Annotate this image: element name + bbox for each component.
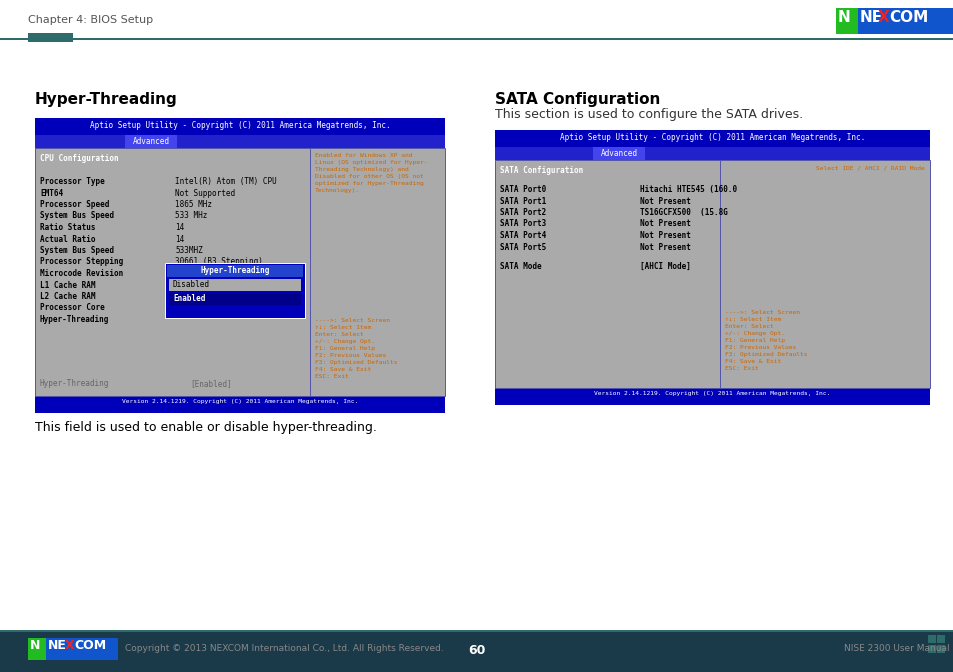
Bar [857,8,953,34]
Text: Not Present: Not Present [639,243,690,251]
Text: Aptio Setup Utility - Copyright (C) 2011 American Megatrends, Inc.: Aptio Setup Utility - Copyright (C) 2011… [559,133,864,142]
Bar [495,388,929,405]
Text: Microcode Revision: Microcode Revision [40,269,123,278]
Text: 30661 (B3 Stepping): 30661 (B3 Stepping) [174,257,263,267]
Text: Hyper-Threading: Hyper-Threading [35,92,177,107]
Text: EMT64: EMT64 [40,189,63,198]
Bar [835,8,857,34]
Text: Processor Type: Processor Type [40,177,105,186]
Text: L1 Cache RAM: L1 Cache RAM [40,280,95,290]
Text: CPU Configuration: CPU Configuration [40,154,118,163]
Text: Hyper-Threading: Hyper-Threading [200,266,270,275]
Text: ---->: Select Screen
↑↓: Select Item
Enter: Select
+/-: Change Opt.
F1: General : ---->: Select Screen ↑↓: Select Item Ent… [724,310,806,371]
Text: Disabled: Disabled [172,280,210,289]
Text: SATA Mode: SATA Mode [499,262,541,271]
Text: 533MHZ: 533MHZ [174,246,203,255]
Bar [167,265,303,277]
Bar [35,118,444,135]
Text: X: X [877,10,889,25]
Bar [0,630,953,632]
Text: X: X [65,639,74,652]
Text: Aptio Setup Utility - Copyright (C) 2011 America Megatrends, Inc.: Aptio Setup Utility - Copyright (C) 2011… [90,121,390,130]
Text: Actual Ratio: Actual Ratio [40,235,95,243]
Text: Intel(R) Atom (TM) CPU: Intel(R) Atom (TM) CPU [174,177,276,186]
Text: NE: NE [859,10,882,25]
Text: SATA Configuration: SATA Configuration [495,92,659,107]
Text: Chapter 4: BIOS Setup: Chapter 4: BIOS Setup [28,15,153,25]
Text: Hyper-Threading: Hyper-Threading [40,315,110,324]
Text: Hitachi HTE545 (160.0: Hitachi HTE545 (160.0 [639,185,737,194]
Text: COM: COM [888,10,927,25]
Text: SATA Port2: SATA Port2 [499,208,546,217]
Bar [46,638,118,660]
Text: SATA Port1: SATA Port1 [499,196,546,206]
Bar [165,263,305,318]
Text: ---->: Select Screen
↑↓: Select Item
Enter: Select
+/-: Change Opt.
F1: General : ---->: Select Screen ↑↓: Select Item Ent… [314,318,397,379]
Text: This field is used to enable or disable hyper-threading.: This field is used to enable or disable … [35,421,376,434]
Text: Version 2.14.1219. Copyright (C) 2011 American Megatrends, Inc.: Version 2.14.1219. Copyright (C) 2011 Am… [122,399,357,404]
Bar [169,293,301,305]
Text: 533 MHz: 533 MHz [174,212,207,220]
Bar [495,160,929,388]
Text: COM: COM [74,639,106,652]
Bar [35,396,444,413]
Text: SATA Port0: SATA Port0 [499,185,546,194]
Bar [125,135,177,148]
Bar [28,638,46,660]
Text: TS16GCFX500  (15.8G: TS16GCFX500 (15.8G [639,208,727,217]
Text: Ratio Status: Ratio Status [40,223,95,232]
Text: Not Present: Not Present [639,196,690,206]
Text: Copyright © 2013 NEXCOM International Co., Ltd. All Rights Reserved.: Copyright © 2013 NEXCOM International Co… [125,644,443,653]
Bar [310,148,311,396]
Bar [936,645,944,653]
Text: NE: NE [48,639,67,652]
Text: SATA Port4: SATA Port4 [499,231,546,240]
Text: Enabled: Enabled [172,294,205,303]
Text: Advanced: Advanced [132,137,170,146]
Text: [Enabled]: [Enabled] [190,379,232,388]
Text: Not Present: Not Present [639,231,690,240]
Text: Enabled for Windows XP and
Linux (OS optimized for Hyper-
Threading Technology) : Enabled for Windows XP and Linux (OS opt… [314,153,427,193]
Text: [AHCI Mode]: [AHCI Mode] [639,262,690,271]
Bar [169,279,301,291]
Bar [28,33,73,42]
Text: 1865 MHz: 1865 MHz [174,200,212,209]
Text: SATA Configuration: SATA Configuration [499,166,582,175]
Bar [495,147,929,160]
Bar [593,147,644,160]
Bar [495,130,929,147]
Bar [495,160,929,388]
Text: This section is used to configure the SATA drives.: This section is used to configure the SA… [495,108,802,121]
Text: System Bus Speed: System Bus Speed [40,212,113,220]
Bar [0,38,953,40]
Text: Processor Speed: Processor Speed [40,200,110,209]
Text: SATA Port3: SATA Port3 [499,220,546,228]
Bar [35,148,444,396]
Text: 60: 60 [468,644,485,657]
Text: 14: 14 [174,235,184,243]
Text: Select IDE / AHCI / RAID Mode: Select IDE / AHCI / RAID Mode [816,166,924,171]
Text: Processor Stepping: Processor Stepping [40,257,123,267]
Bar [927,645,935,653]
Text: Processor Core: Processor Core [40,304,105,312]
Bar [35,148,444,396]
Text: L2 Cache RAM: L2 Cache RAM [40,292,95,301]
Text: Not Supported: Not Supported [174,189,234,198]
Text: N: N [837,10,850,25]
Text: Not Present: Not Present [639,220,690,228]
Bar [35,135,444,148]
Text: Advanced: Advanced [599,149,637,158]
Text: SATA Port5: SATA Port5 [499,243,546,251]
Text: 14: 14 [174,223,184,232]
Bar [165,263,305,318]
Bar [927,635,935,643]
Text: Hyper-Threading: Hyper-Threading [40,379,110,388]
Text: N: N [30,639,40,652]
Text: System Bus Speed: System Bus Speed [40,246,113,255]
Bar [0,630,953,672]
Text: NISE 2300 User Manual: NISE 2300 User Manual [843,644,949,653]
Bar [936,635,944,643]
Text: Version 2.14.1219. Copyright (C) 2011 American Megatrends, Inc.: Version 2.14.1219. Copyright (C) 2011 Am… [594,391,830,396]
